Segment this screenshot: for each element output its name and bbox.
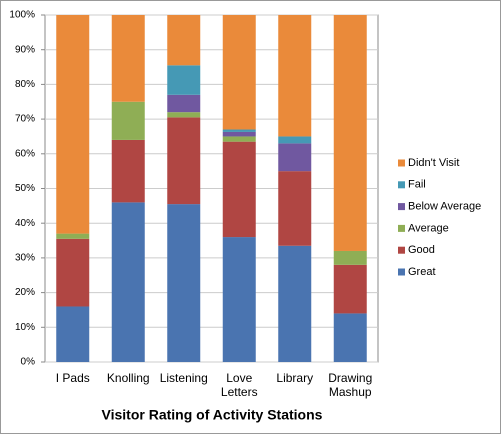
bar-segment [333, 250, 367, 265]
bar-segment [167, 204, 201, 362]
bar-segment [56, 233, 90, 239]
bar-segment [167, 117, 201, 205]
legend-label: Good [408, 244, 435, 256]
bar-segment [222, 129, 256, 132]
legend-label: Didn't Visit [408, 157, 459, 169]
bar-segment [56, 306, 90, 362]
bar-segment [222, 141, 256, 238]
bar-segment [167, 112, 201, 118]
legend-swatch [398, 159, 405, 167]
y-tick-label: 10% [15, 322, 35, 333]
x-tick-label: Love Letters [220, 371, 258, 399]
bar-segment [278, 15, 312, 137]
chart-title: Visitor Rating of Activity Stations [102, 407, 323, 423]
y-tick-label: 70% [15, 114, 35, 125]
bar-segment [333, 313, 367, 362]
y-tick-label: 20% [15, 287, 35, 298]
x-tick-label: Drawing Mashup [328, 371, 373, 399]
bar-segment [111, 202, 145, 362]
bar-segment [222, 15, 256, 130]
y-tick-label: 30% [15, 253, 35, 264]
y-tick-label: 0% [21, 357, 36, 368]
bar-segment [222, 237, 256, 362]
bar-segment [111, 139, 145, 203]
y-tick-label: 90% [15, 44, 35, 55]
y-tick-label: 100% [9, 10, 35, 21]
bar-segment [278, 136, 312, 144]
y-tick-label: 50% [15, 183, 35, 194]
bar-segment [111, 15, 145, 102]
x-tick-label: Knolling [106, 371, 150, 385]
bar-segment [333, 15, 367, 251]
bar-segment [278, 143, 312, 172]
legend-label: Average [408, 222, 449, 234]
legend-swatch [398, 246, 405, 254]
bar-segment [56, 238, 90, 307]
bar-segment [222, 136, 256, 142]
x-tick-label: Listening [159, 371, 208, 385]
legend-label: Below Average [408, 201, 481, 213]
legend-swatch [398, 181, 405, 189]
legend-label: Fail [408, 179, 426, 191]
bar-segment [111, 101, 145, 140]
y-tick-label: 80% [15, 79, 35, 90]
legend-swatch [398, 224, 405, 232]
legend-swatch [398, 203, 405, 211]
bar-segment [278, 245, 312, 362]
y-tick-label: 60% [15, 148, 35, 159]
bar-segment [222, 131, 256, 137]
bar-segment [167, 15, 201, 66]
bar-segment [278, 171, 312, 246]
bar-segment [167, 65, 201, 95]
bar-segment [333, 264, 367, 314]
legend-label: Great [408, 266, 436, 278]
legend-swatch [398, 268, 405, 276]
bar-segment [167, 94, 201, 113]
bar-segment [56, 15, 90, 234]
x-tick-label: Library [276, 371, 314, 385]
x-tick-label: I Pads [55, 371, 90, 385]
y-tick-label: 40% [15, 218, 35, 229]
